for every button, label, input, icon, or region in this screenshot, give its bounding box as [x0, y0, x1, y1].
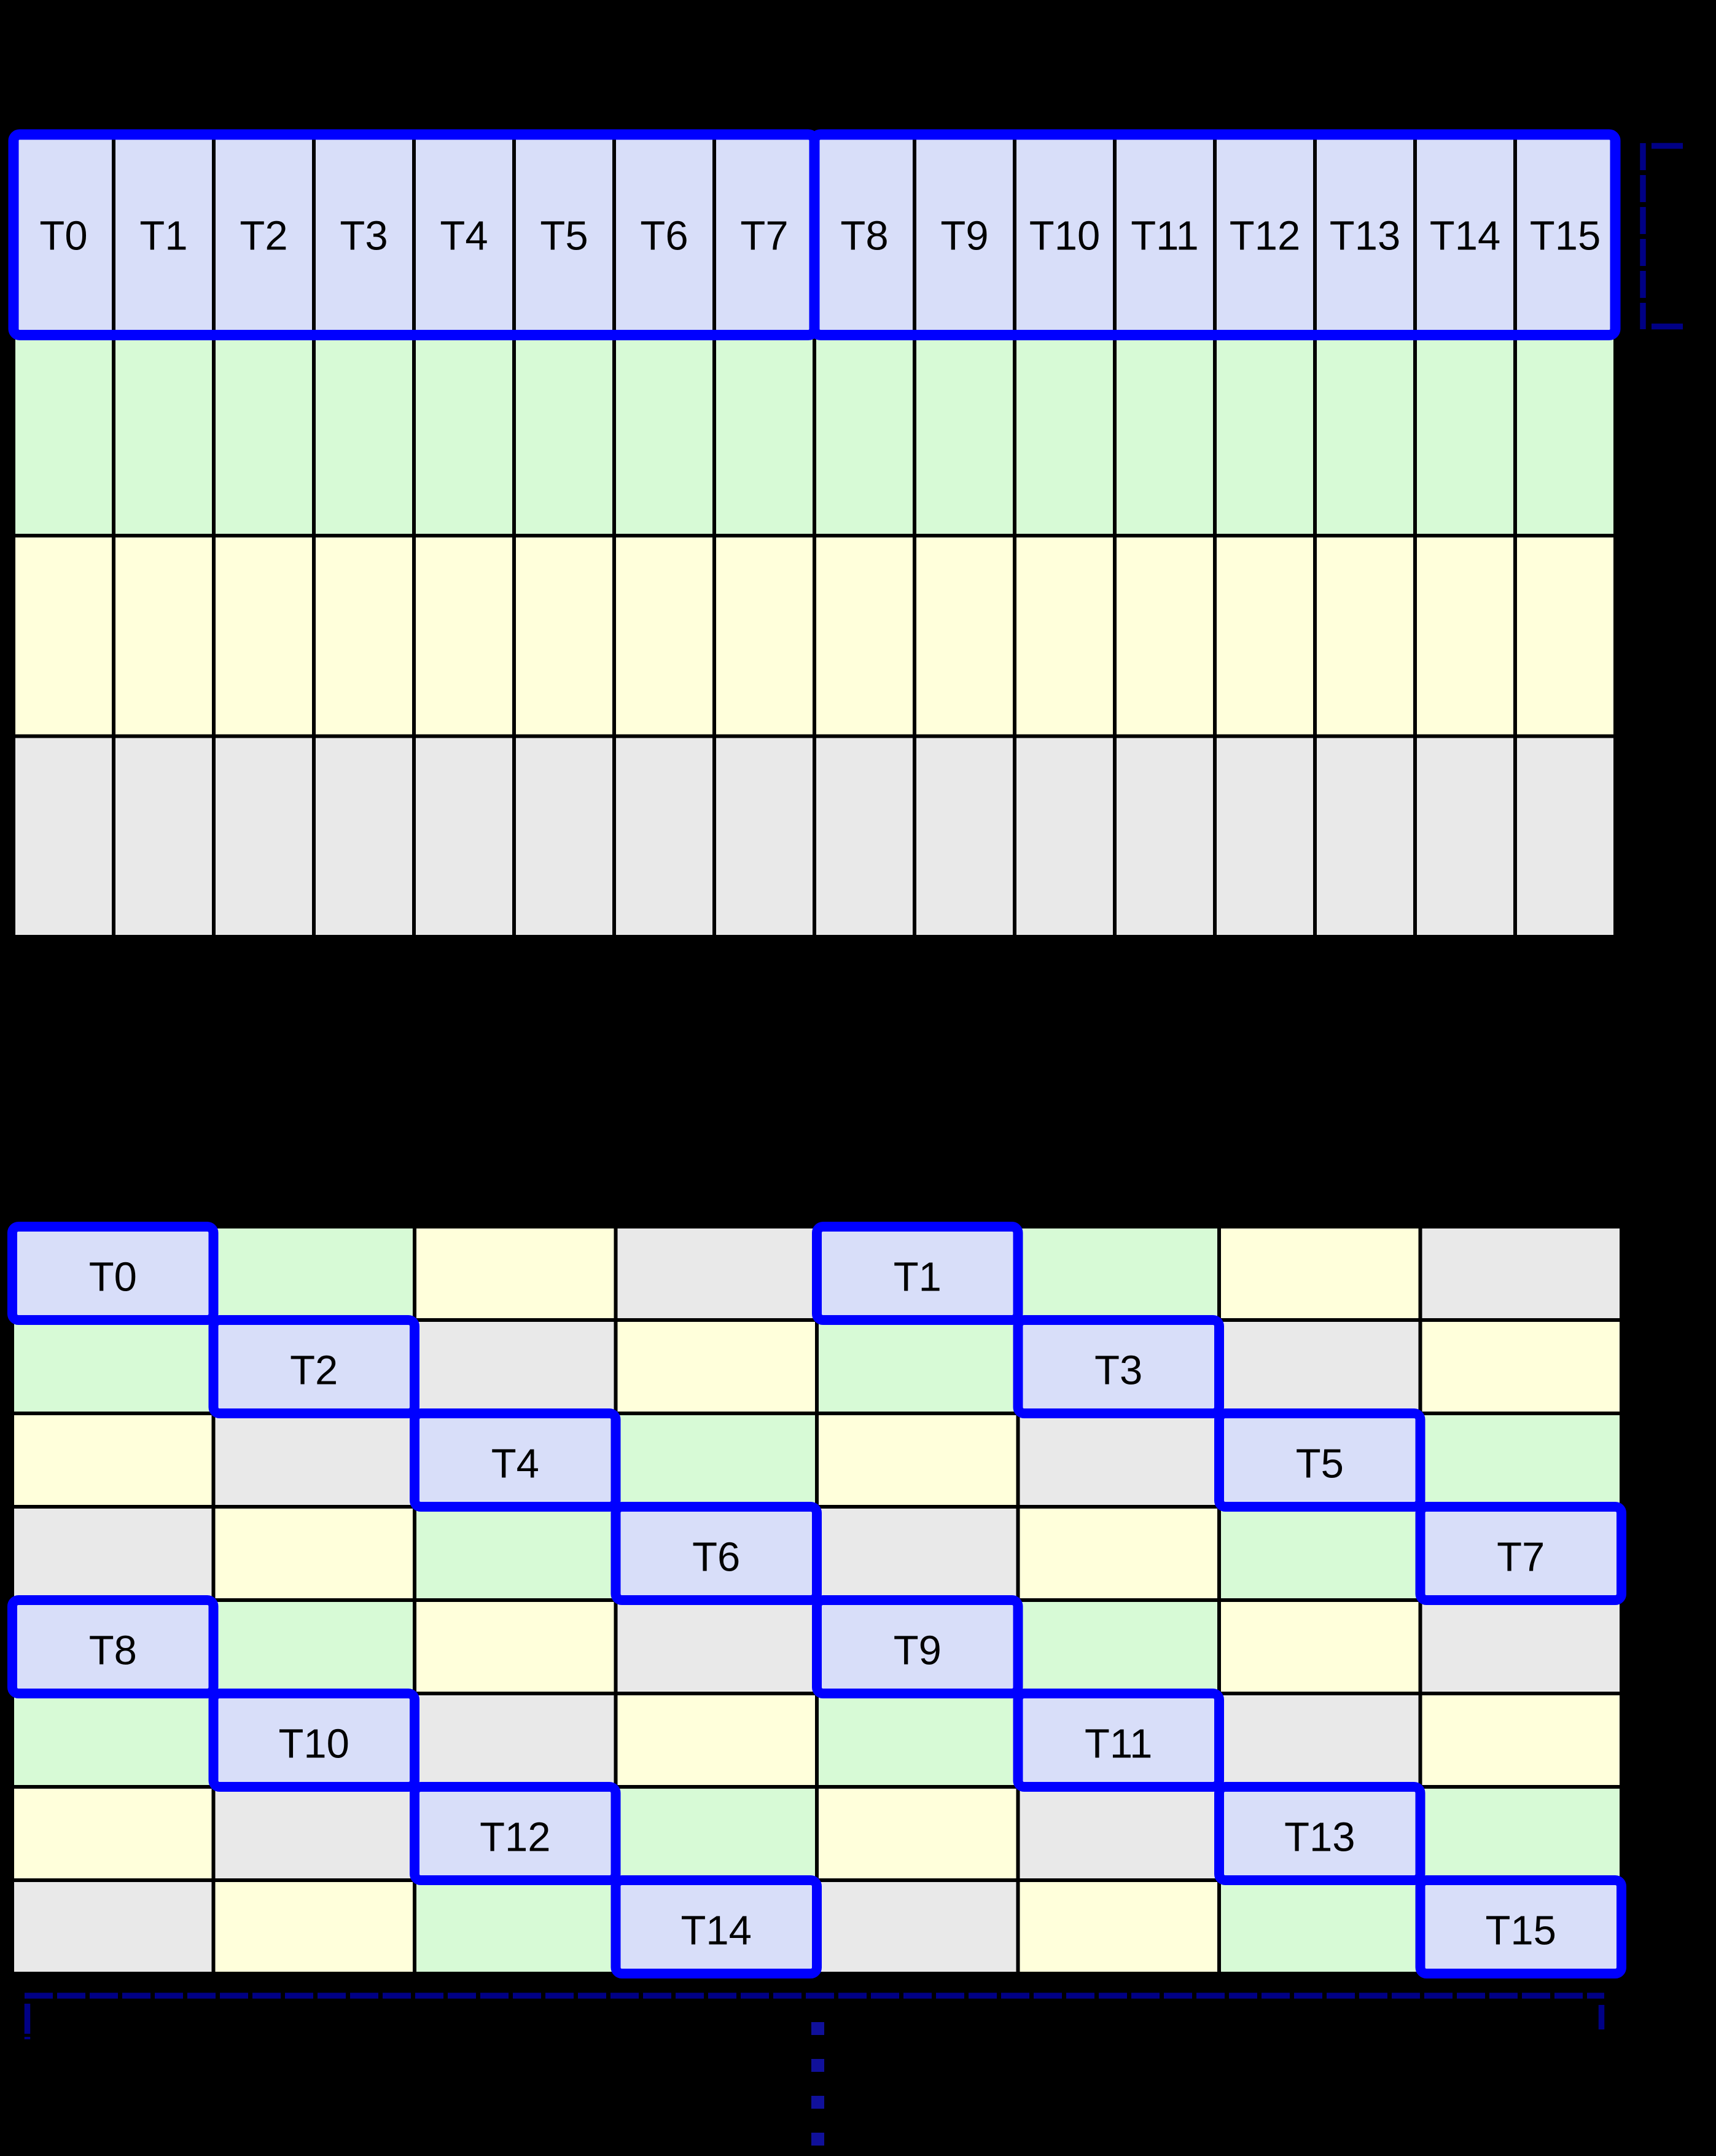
svg-text:T11: T11 [1131, 213, 1198, 259]
svg-text:T10: T10 [1029, 213, 1100, 259]
svg-text:T1: T1 [139, 213, 187, 259]
svg-text:T5: T5 [1296, 1441, 1344, 1487]
svg-text:T0: T0 [39, 213, 87, 259]
svg-text:T3: T3 [1094, 1348, 1142, 1394]
svg-text:T12: T12 [480, 1814, 550, 1861]
svg-text:T10: T10 [278, 1721, 349, 1767]
svg-text:T13: T13 [1330, 213, 1400, 259]
svg-text:T4: T4 [491, 1441, 539, 1487]
svg-text:T2: T2 [290, 1348, 338, 1394]
svg-text:T7: T7 [1497, 1534, 1545, 1580]
svg-text:T9: T9 [894, 1628, 942, 1674]
svg-text:T4: T4 [440, 213, 488, 259]
svg-text:T14: T14 [681, 1908, 751, 1954]
svg-text:T2: T2 [240, 213, 287, 259]
svg-text:T8: T8 [840, 213, 888, 259]
svg-text:T3: T3 [340, 213, 388, 259]
svg-text:T12: T12 [1230, 213, 1300, 259]
svg-text:T11: T11 [1085, 1721, 1152, 1767]
svg-text:T8: T8 [89, 1628, 137, 1674]
svg-text:T6: T6 [640, 213, 688, 259]
svg-text:T5: T5 [540, 213, 588, 259]
svg-text:T6: T6 [692, 1534, 740, 1580]
svg-text:T15: T15 [1530, 213, 1601, 259]
svg-text:T9: T9 [940, 213, 988, 259]
svg-text:T0: T0 [89, 1254, 137, 1300]
svg-text:T7: T7 [740, 213, 788, 259]
svg-text:T1: T1 [894, 1254, 942, 1300]
svg-text:T14: T14 [1430, 213, 1500, 259]
svg-text:T13: T13 [1284, 1814, 1355, 1861]
svg-text:T15: T15 [1485, 1908, 1556, 1954]
